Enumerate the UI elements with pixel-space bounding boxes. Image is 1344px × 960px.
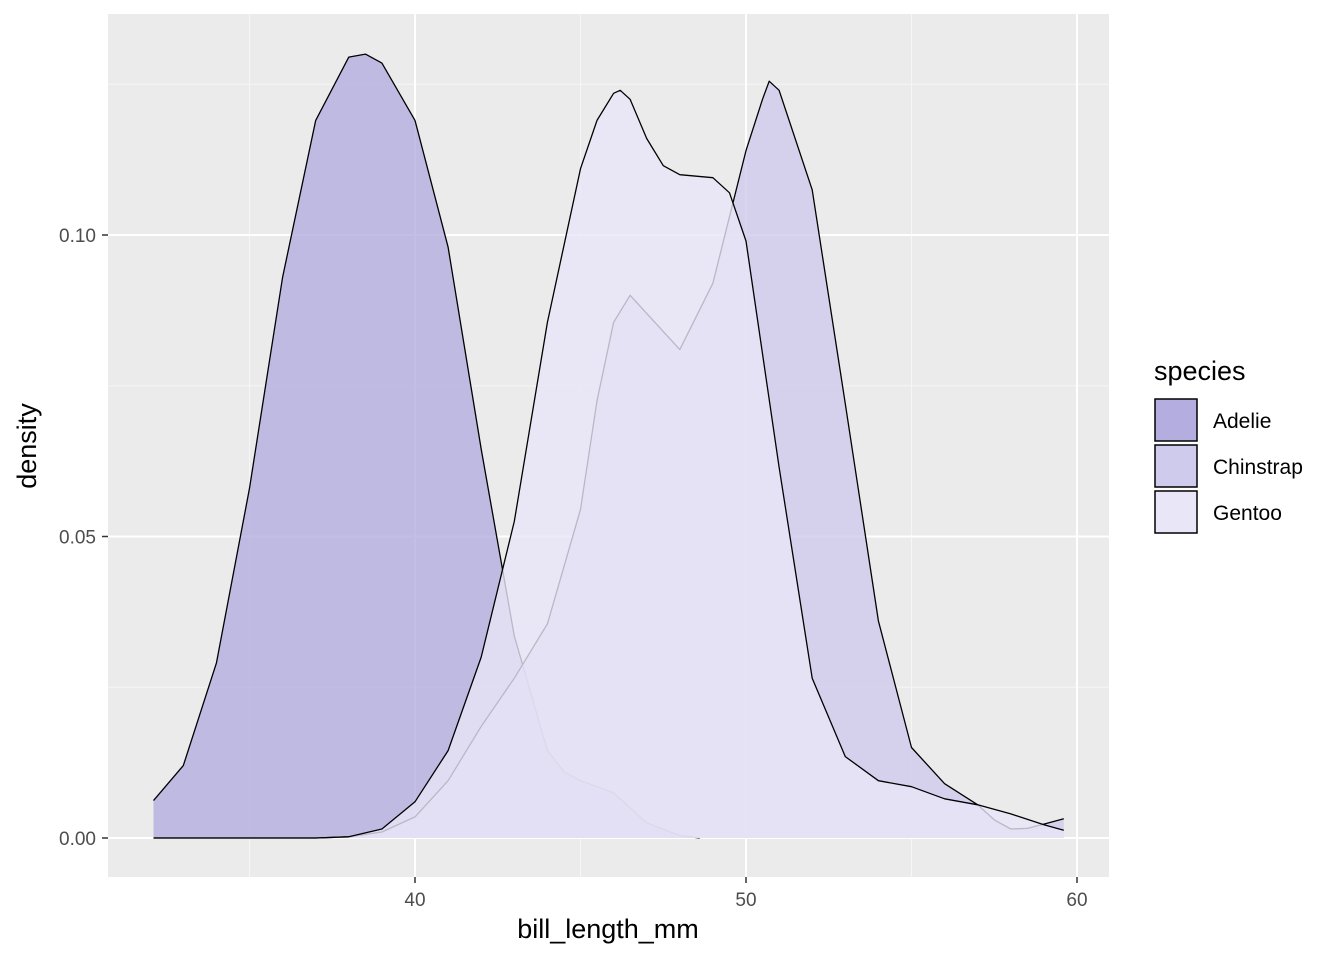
legend-swatch-adelie (1154, 398, 1198, 442)
density-area-gentoo (153, 90, 1064, 839)
legend-swatch-chinstrap (1154, 444, 1198, 488)
legend-label-adelie: Adelie (1213, 410, 1271, 433)
x-tick-label-1: 50 (735, 890, 756, 911)
x-tick-label-0: 40 (404, 890, 425, 911)
x-tick-label-2: 60 (1066, 890, 1087, 911)
y-tick-label-1: 0.05 (59, 528, 96, 549)
legend-items: Adelie Chinstrap Gentoo (1154, 398, 1303, 534)
legend-title: species (1154, 356, 1246, 386)
y-tick-label-2: 0.10 (59, 226, 96, 247)
density-area-adelie (153, 54, 700, 839)
legend-swatch-gentoo (1154, 490, 1198, 534)
density-line-gentoo (153, 89, 1064, 839)
y-axis: 0.00 0.05 0.10 (59, 226, 108, 850)
y-axis-title: density (12, 403, 42, 489)
x-axis: 40 50 60 (404, 877, 1088, 911)
density-areas (153, 53, 1064, 839)
legend-label-gentoo: Gentoo (1213, 502, 1282, 525)
legend: species Adelie Chinstrap Gentoo (1154, 356, 1303, 534)
y-tick-label-0: 0.00 (59, 829, 96, 850)
legend-label-chinstrap: Chinstrap (1213, 456, 1303, 479)
x-axis-title: bill_length_mm (517, 914, 699, 944)
